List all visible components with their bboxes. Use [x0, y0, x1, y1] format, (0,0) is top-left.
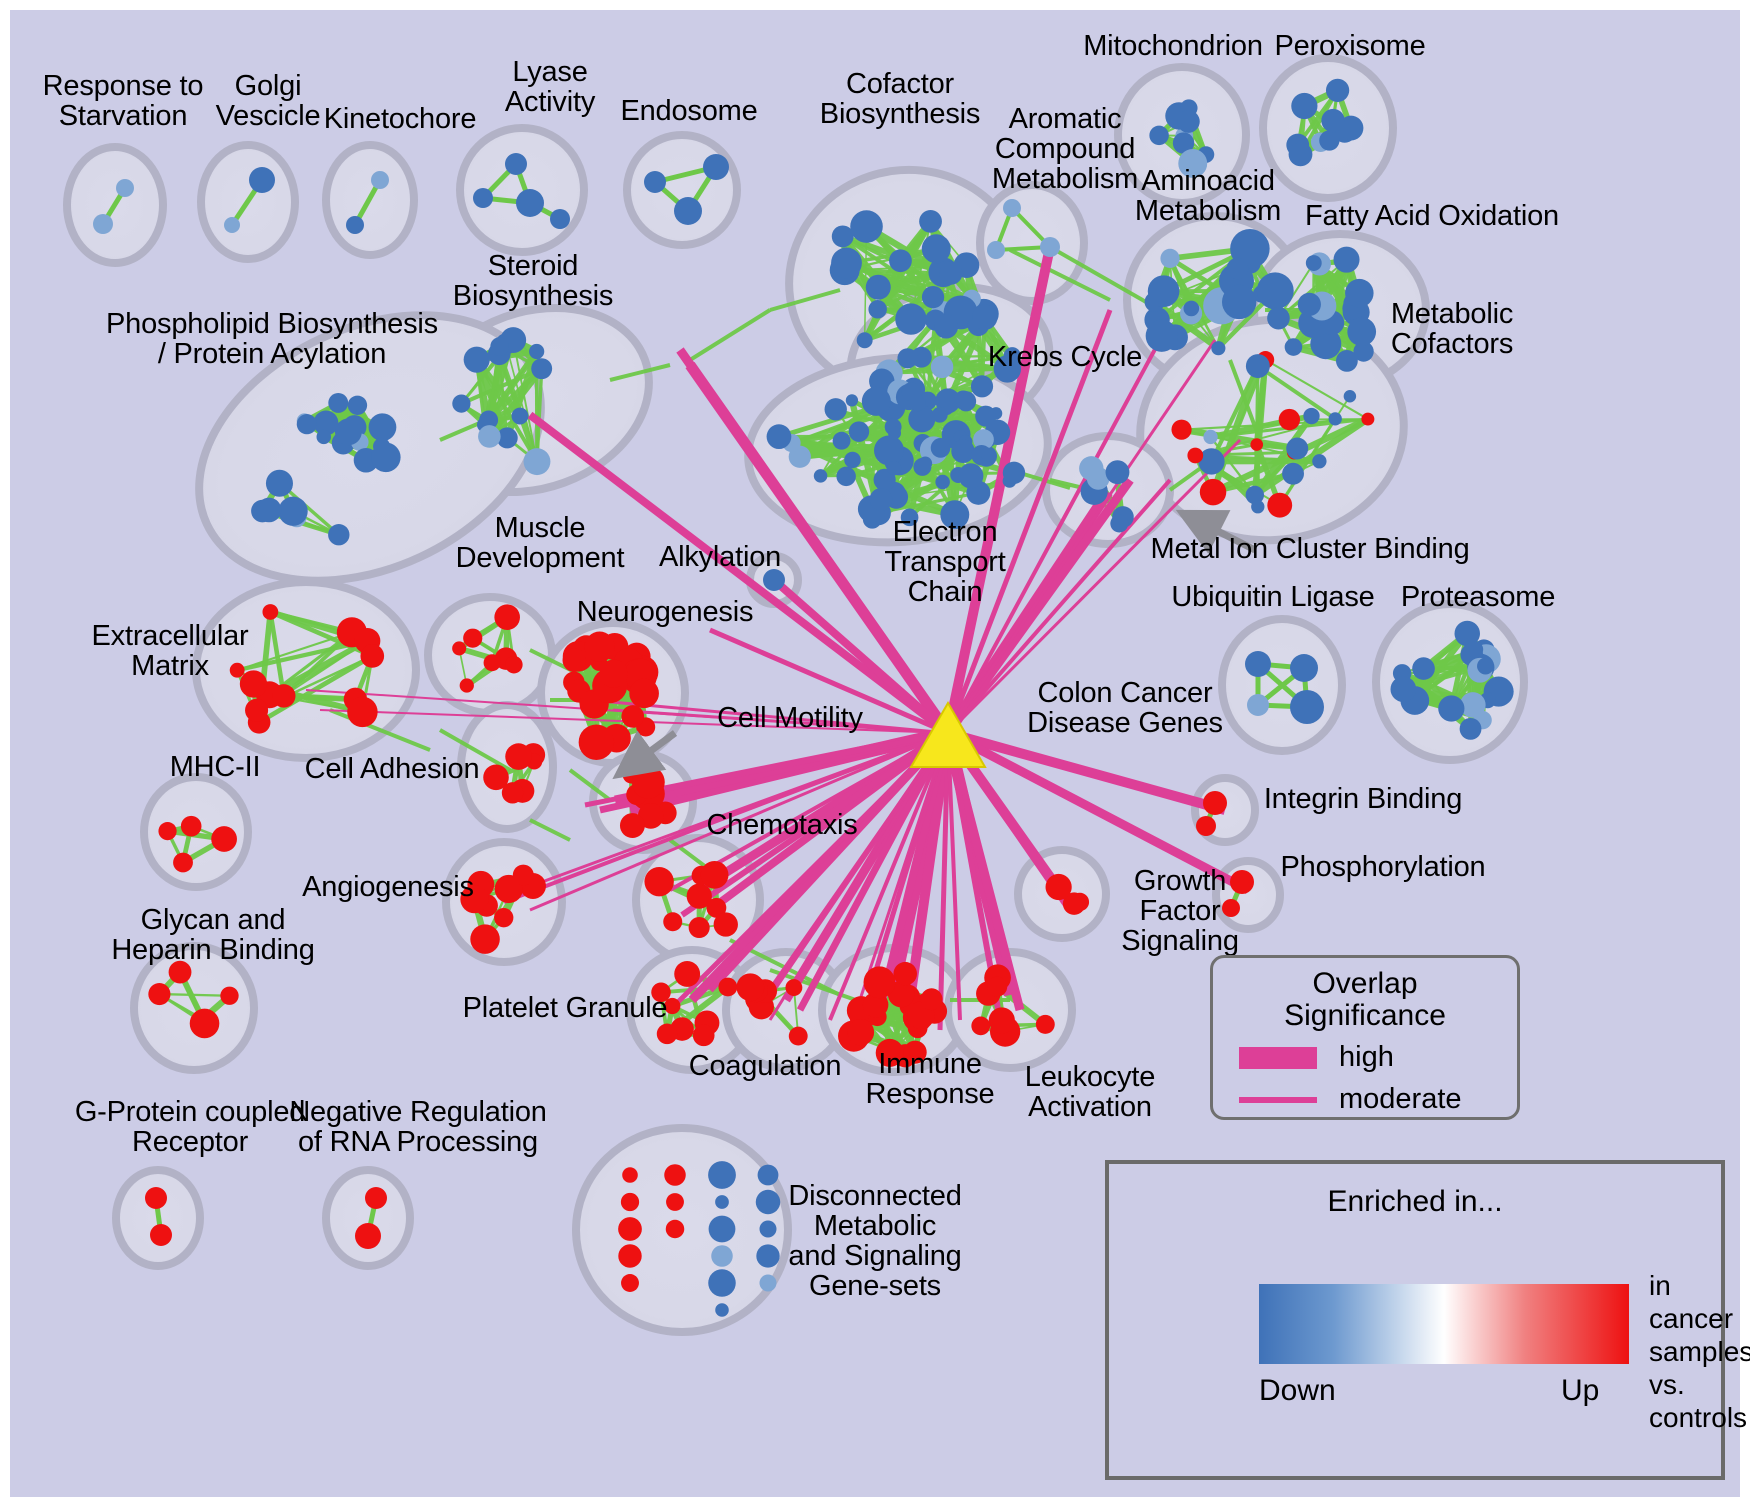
- cluster-label-golgi-vesicle: Golgi Vescicle: [215, 70, 321, 132]
- enrichment-color-gradient: [1259, 1284, 1629, 1364]
- cluster-label-aromatic-compound-metabolism: Aromatic Compound Metabolism: [991, 103, 1139, 195]
- cluster-label-neurogenesis: Neurogenesis: [576, 596, 754, 628]
- enrichment-up-label: Up: [1561, 1374, 1600, 1407]
- cluster-label-cofactor-biosynthesis: Cofactor Biosynthesis: [819, 68, 981, 130]
- cluster-label-gpcr: G-Protein coupled Receptor: [74, 1096, 306, 1158]
- network-canvas: Response to Starvation Golgi Vescicle Kineto…: [10, 10, 1750, 1497]
- cluster-label-kinetochore: Kinetochore: [323, 103, 477, 135]
- high-significance-label: high: [1339, 1041, 1394, 1073]
- callout-arrows: [612, 509, 1257, 780]
- cluster-label-peroxisome: Peroxisome: [1274, 30, 1426, 62]
- overlap-significance-legend: Overlap Significance high moderate: [1210, 955, 1520, 1120]
- cluster-label-krebs-cycle: Krebs Cycle: [987, 341, 1143, 373]
- cluster-label-platelet-granule: Platelet Granule: [462, 992, 668, 1024]
- cluster-label-ubiquitin-ligase: Ubiquitin Ligase: [1171, 581, 1375, 613]
- overlap-legend-moderate-row: moderate: [1239, 1083, 1462, 1116]
- enrichment-legend-title: Enriched in...: [1327, 1185, 1503, 1218]
- moderate-significance-label: moderate: [1339, 1083, 1462, 1115]
- cluster-label-integrin-binding: Integrin Binding: [1263, 783, 1463, 815]
- cluster-label-growth-factor-signaling: Growth Factor Signaling: [1121, 865, 1239, 957]
- cluster-label-glycan-heparin-binding: Glycan and Heparin Binding: [111, 904, 315, 966]
- cluster-label-response-to-starvation: Response to Starvation: [42, 70, 204, 132]
- cluster-label-phospholipid-biosynthesis: Phospholipid Biosynthesis / Protein Acyla…: [106, 308, 438, 370]
- cluster-label-muscle-development: Muscle Development: [455, 512, 625, 574]
- cluster-label-alkylation: Alkylation: [658, 541, 782, 573]
- gene-set-nodes: [93, 78, 1514, 1317]
- cluster-label-metal-ion-cluster-binding: Metal Ion Cluster Binding: [1150, 533, 1470, 565]
- cluster-label-proteasome: Proteasome: [1400, 581, 1556, 613]
- cluster-label-fatty-acid-oxidation: Fatty Acid Oxidation: [1305, 200, 1559, 232]
- cluster-label-immune-response: Immune Response: [865, 1048, 995, 1110]
- cluster-label-angiogenesis: Angiogenesis: [302, 871, 474, 903]
- cluster-label-mitochondrion: Mitochondrion: [1083, 30, 1263, 62]
- cluster-label-extracellular-matrix: Extracellular Matrix: [91, 620, 249, 682]
- cluster-label-negative-regulation-rna: Negative Regulation of RNA Processing: [289, 1096, 547, 1158]
- cluster-label-chemotaxis: Chemotaxis: [706, 809, 858, 841]
- overlap-legend-title: Overlap Significance: [1284, 967, 1446, 1032]
- high-significance-swatch: [1239, 1046, 1317, 1069]
- cluster-label-disconnected-gene-sets: Disconnected Metabolic and Signaling Gene-s…: [788, 1180, 962, 1302]
- cluster-label-cell-adhesion: Cell Adhesion: [304, 753, 480, 785]
- cluster-label-aminoacid-metabolism: Aminoacid Metabolism: [1134, 165, 1282, 227]
- enrichment-note: in cancer samples vs. controls: [1649, 1270, 1750, 1434]
- overlap-legend-high-row: high: [1239, 1041, 1394, 1074]
- cluster-label-coagulation: Coagulation: [688, 1050, 842, 1082]
- cluster-label-endosome: Endosome: [620, 95, 758, 127]
- cluster-label-colon-cancer-disease-genes: Colon Cancer Disease Genes: [1027, 677, 1223, 739]
- moderate-significance-swatch: [1239, 1096, 1317, 1103]
- cluster-label-cell-motility: Cell Motility: [717, 702, 863, 734]
- cluster-label-metabolic-cofactors: Metabolic Cofactors: [1390, 298, 1514, 360]
- enrichment-down-label: Down: [1259, 1374, 1336, 1407]
- network-graph: [63, 54, 1528, 1336]
- cluster-label-mhc-ii: MHC-II: [169, 751, 261, 783]
- cluster-label-leukocyte-activation: Leukocyte Activation: [1024, 1061, 1156, 1123]
- cluster-label-electron-transport-chain: Electron Transport Chain: [884, 516, 1006, 608]
- hub-node-colon-cancer-disease-genes[interactable]: [909, 701, 987, 768]
- cluster-label-steroid-biosynthesis: Steroid Biosynthesis: [452, 250, 614, 312]
- enrichment-legend: Enriched in... Down Up in cancer samples v…: [1105, 1160, 1750, 1480]
- cluster-label-phosphorylation: Phosphorylation: [1280, 851, 1486, 883]
- hub-edges: [305, 245, 1251, 1031]
- cluster-label-lyase-activity: Lyase Activity: [504, 56, 596, 118]
